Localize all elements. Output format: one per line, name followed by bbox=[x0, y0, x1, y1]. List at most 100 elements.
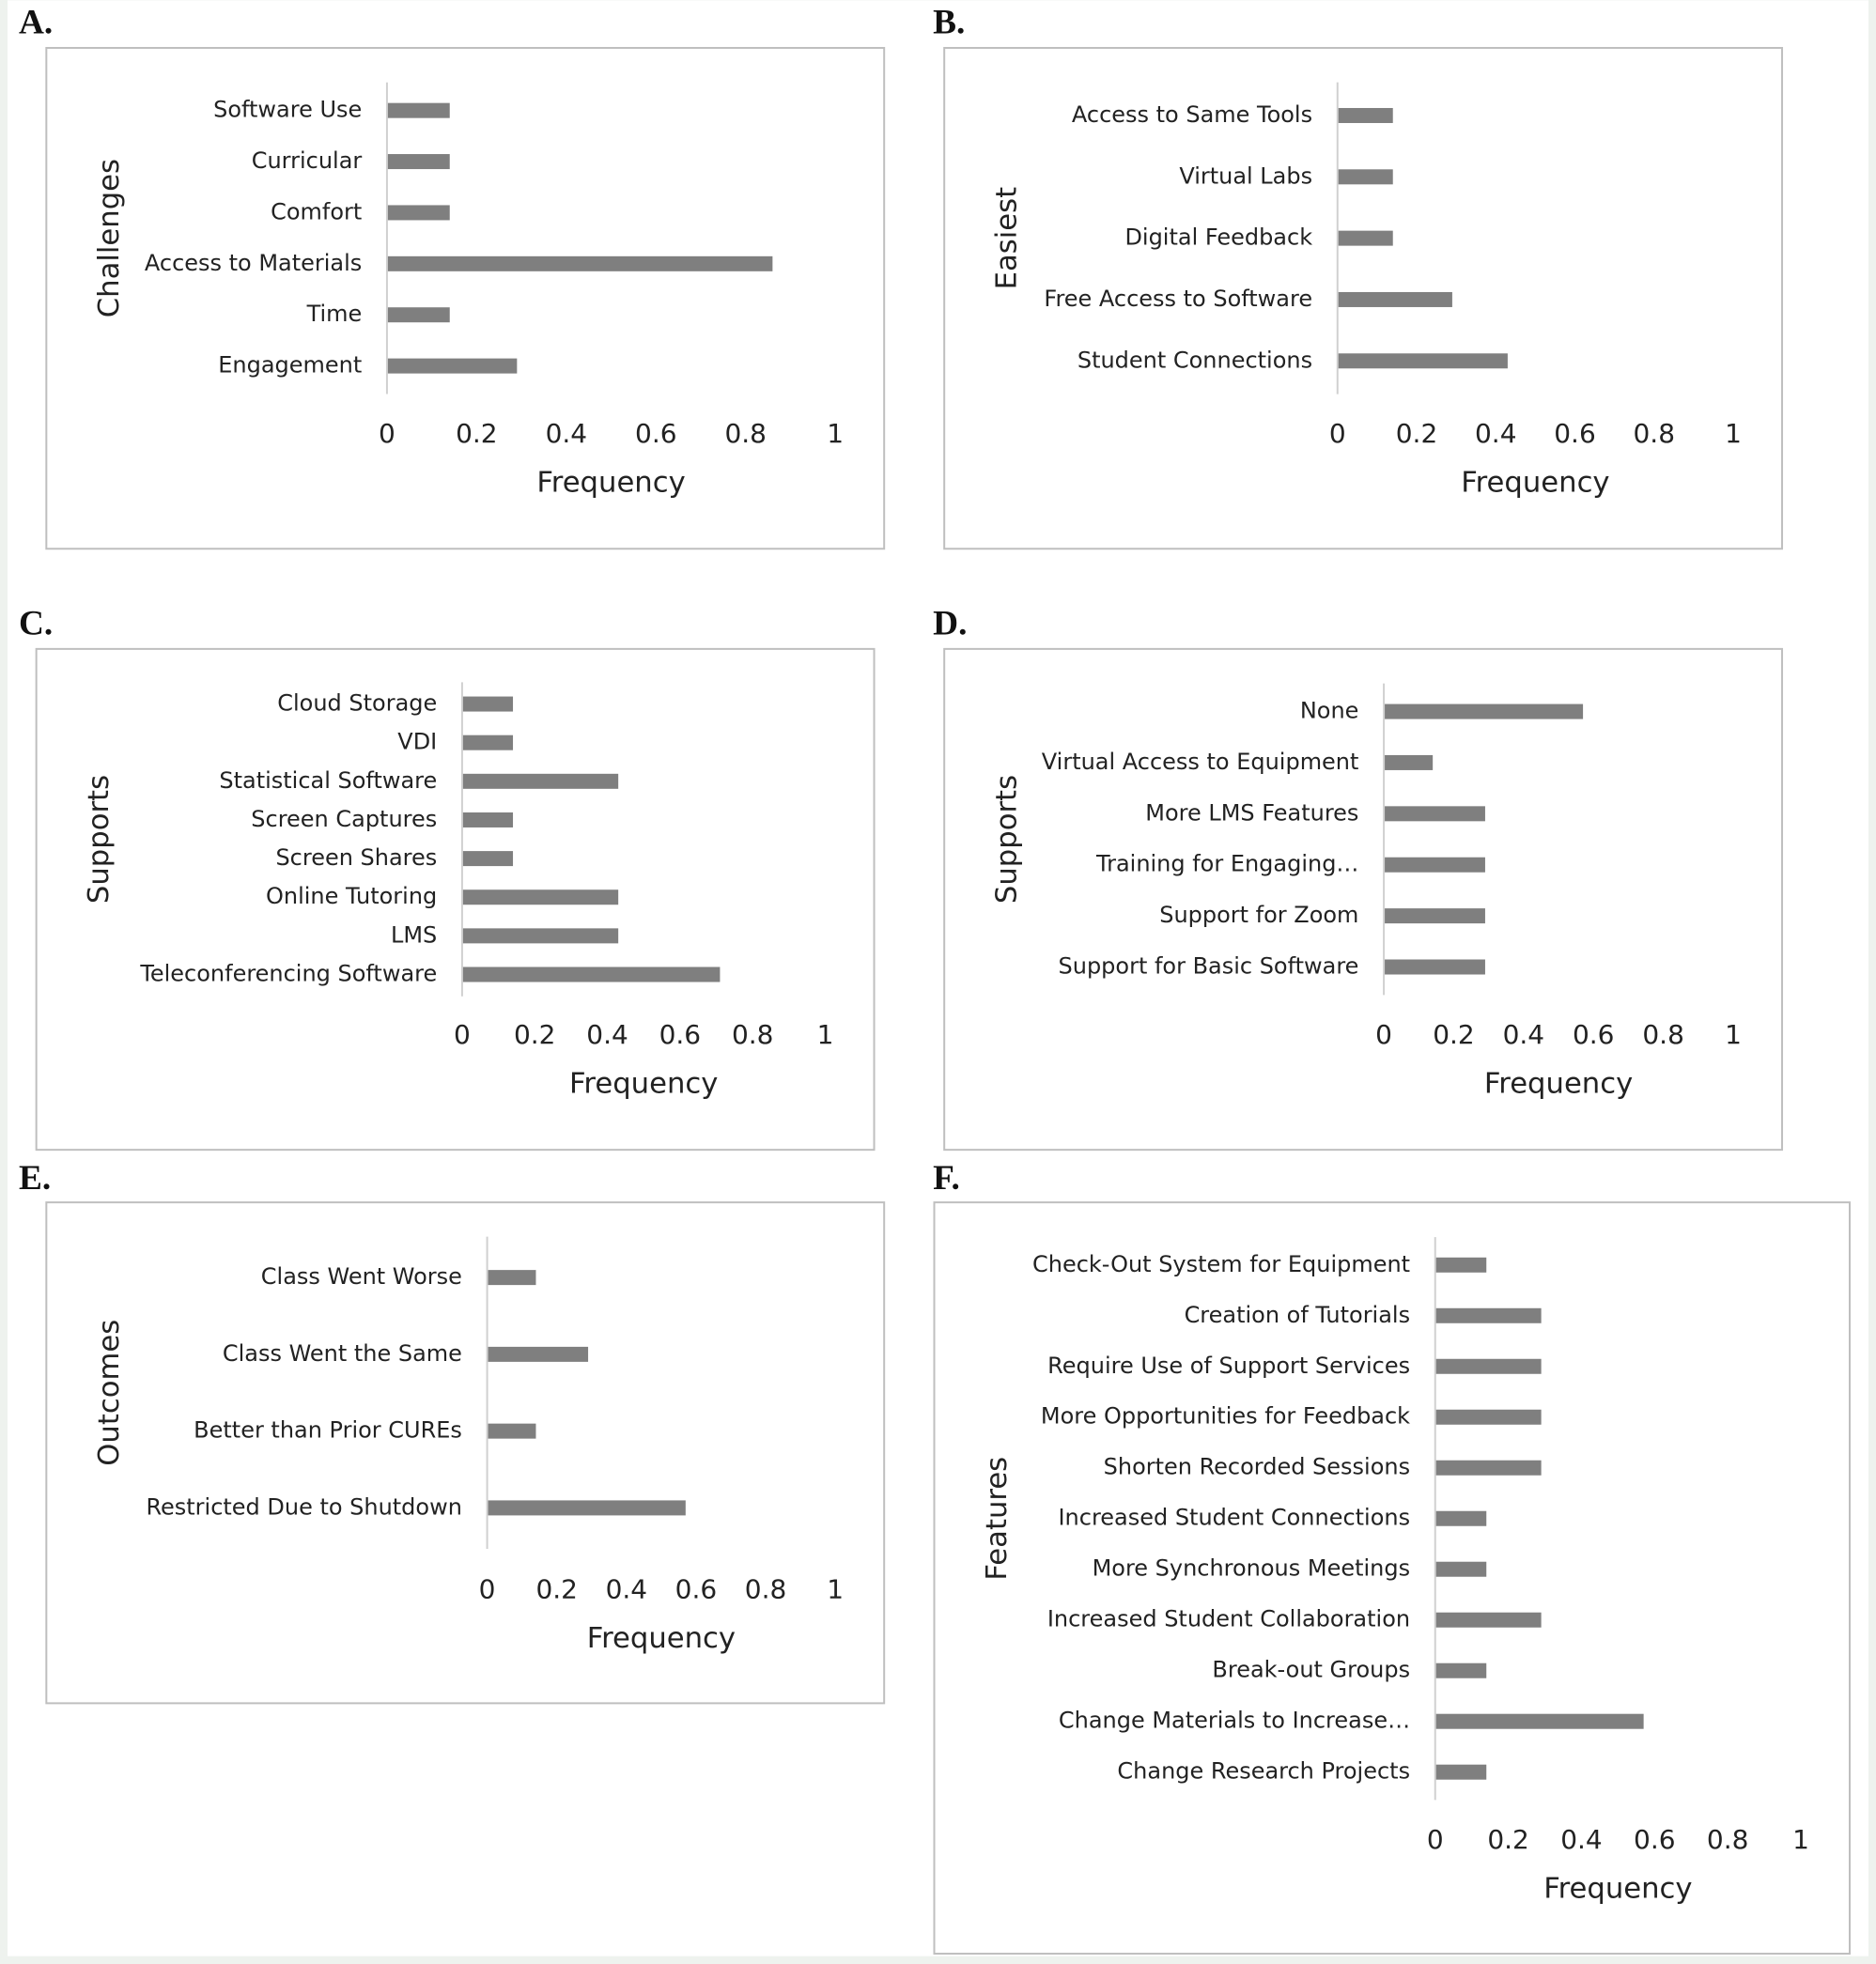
category-label: More LMS Features bbox=[1145, 799, 1358, 826]
bar bbox=[487, 1270, 536, 1286]
bar bbox=[487, 1346, 589, 1362]
bar bbox=[487, 1423, 536, 1439]
bar bbox=[386, 205, 450, 221]
x-tick-label: 0.2 bbox=[514, 1019, 556, 1050]
bar bbox=[1434, 1561, 1487, 1577]
bar bbox=[461, 735, 514, 750]
bar bbox=[461, 851, 514, 867]
x-tick-label: 0.2 bbox=[1433, 1019, 1475, 1050]
bar bbox=[386, 154, 450, 170]
category-label: Online Tutoring bbox=[266, 883, 437, 909]
category-label: More Synchronous Meetings bbox=[1093, 1555, 1411, 1582]
x-tick-label: 1 bbox=[817, 1019, 834, 1050]
category-label: Increased Student Connections bbox=[1058, 1505, 1410, 1531]
bar bbox=[1384, 959, 1485, 975]
bar bbox=[1434, 1257, 1487, 1273]
bar bbox=[1434, 1510, 1487, 1526]
bar bbox=[1337, 291, 1452, 307]
y-axis-title: Supports bbox=[83, 775, 116, 904]
x-tick-label: 0 bbox=[454, 1019, 471, 1050]
bar bbox=[1337, 169, 1393, 185]
category-label: Check-Out System for Equipment bbox=[1032, 1251, 1410, 1277]
category-label: Increased Student Collaboration bbox=[1047, 1606, 1410, 1632]
x-tick-label: 0.4 bbox=[546, 418, 588, 449]
x-tick-label: 0 bbox=[379, 418, 395, 449]
x-tick-label: 0.8 bbox=[1642, 1019, 1684, 1050]
y-axis-title: Outcomes bbox=[93, 1320, 126, 1466]
panel-frame bbox=[45, 1201, 886, 1705]
category-label: Statistical Software bbox=[219, 767, 437, 794]
panel-label: F. bbox=[933, 1159, 960, 1198]
panel-label: B. bbox=[933, 4, 965, 42]
bar bbox=[461, 773, 619, 789]
panel-frame bbox=[943, 647, 1784, 1152]
category-label: Break-out Groups bbox=[1212, 1657, 1410, 1683]
bar bbox=[1434, 1612, 1542, 1628]
bar bbox=[1384, 908, 1485, 924]
bar bbox=[1384, 754, 1434, 770]
category-label: Restricted Due to Shutdown bbox=[146, 1493, 461, 1520]
bar bbox=[1337, 353, 1508, 369]
x-tick-label: 0 bbox=[1375, 1019, 1392, 1050]
x-axis-title: Frequency bbox=[536, 466, 685, 499]
bar bbox=[1434, 1713, 1644, 1729]
panel-label: A. bbox=[19, 4, 53, 42]
x-tick-label: 0.8 bbox=[745, 1573, 787, 1604]
x-tick-label: 1 bbox=[1725, 418, 1742, 449]
x-tick-label: 0 bbox=[479, 1573, 496, 1604]
y-axis-title: Supports bbox=[991, 775, 1024, 904]
bar bbox=[461, 889, 619, 905]
bar bbox=[461, 967, 721, 982]
category-label: Class Went the Same bbox=[223, 1340, 462, 1367]
category-label: Screen Shares bbox=[275, 844, 437, 871]
category-label: Screen Captures bbox=[251, 806, 437, 832]
bar bbox=[386, 255, 773, 271]
panel-frame bbox=[45, 46, 886, 550]
bar bbox=[1434, 1460, 1542, 1476]
bar bbox=[386, 358, 518, 374]
x-tick-label: 0.4 bbox=[586, 1019, 628, 1050]
panel-label: E. bbox=[19, 1159, 51, 1198]
bar bbox=[1434, 1764, 1487, 1780]
bar bbox=[487, 1500, 686, 1516]
x-tick-label: 0.4 bbox=[1560, 1824, 1603, 1855]
bar bbox=[461, 928, 619, 944]
panel-frame bbox=[943, 46, 1784, 550]
x-axis-title: Frequency bbox=[1461, 466, 1609, 499]
category-label: None bbox=[1300, 698, 1359, 724]
bar bbox=[1384, 704, 1584, 719]
panel-label: C. bbox=[19, 604, 53, 642]
category-label: VDI bbox=[397, 729, 437, 755]
category-label: Digital Feedback bbox=[1124, 224, 1312, 251]
bar bbox=[1384, 806, 1485, 822]
x-tick-label: 0.4 bbox=[1503, 1019, 1545, 1050]
category-label: Training for Engaging… bbox=[1095, 851, 1358, 877]
panel-label: D. bbox=[933, 604, 967, 642]
x-tick-label: 0.6 bbox=[659, 1019, 702, 1050]
category-label: Teleconferencing Software bbox=[139, 961, 437, 987]
bar bbox=[386, 307, 450, 323]
x-tick-label: 0.6 bbox=[675, 1573, 718, 1604]
category-label: Curricular bbox=[252, 147, 363, 174]
category-label: LMS bbox=[391, 921, 437, 948]
x-tick-label: 1 bbox=[1725, 1019, 1742, 1050]
category-label: Virtual Labs bbox=[1179, 162, 1312, 189]
bar bbox=[461, 812, 514, 827]
x-tick-label: 0.6 bbox=[1573, 1019, 1615, 1050]
x-tick-label: 0.4 bbox=[1475, 418, 1517, 449]
x-tick-label: 0 bbox=[1329, 418, 1346, 449]
x-tick-label: 0 bbox=[1427, 1824, 1444, 1855]
bar bbox=[1434, 1307, 1542, 1323]
y-axis-title: Features bbox=[981, 1457, 1014, 1581]
category-label: Virtual Access to Equipment bbox=[1042, 749, 1359, 775]
bar bbox=[1434, 1662, 1487, 1678]
bar bbox=[461, 696, 514, 712]
category-label: Creation of Tutorials bbox=[1185, 1302, 1411, 1328]
bar bbox=[1384, 857, 1485, 873]
category-label: Student Connections bbox=[1078, 347, 1312, 373]
category-label: Time bbox=[306, 301, 363, 327]
category-label: Free Access to Software bbox=[1044, 286, 1312, 312]
category-label: Require Use of Support Services bbox=[1047, 1353, 1410, 1379]
x-tick-label: 0.2 bbox=[535, 1573, 578, 1604]
